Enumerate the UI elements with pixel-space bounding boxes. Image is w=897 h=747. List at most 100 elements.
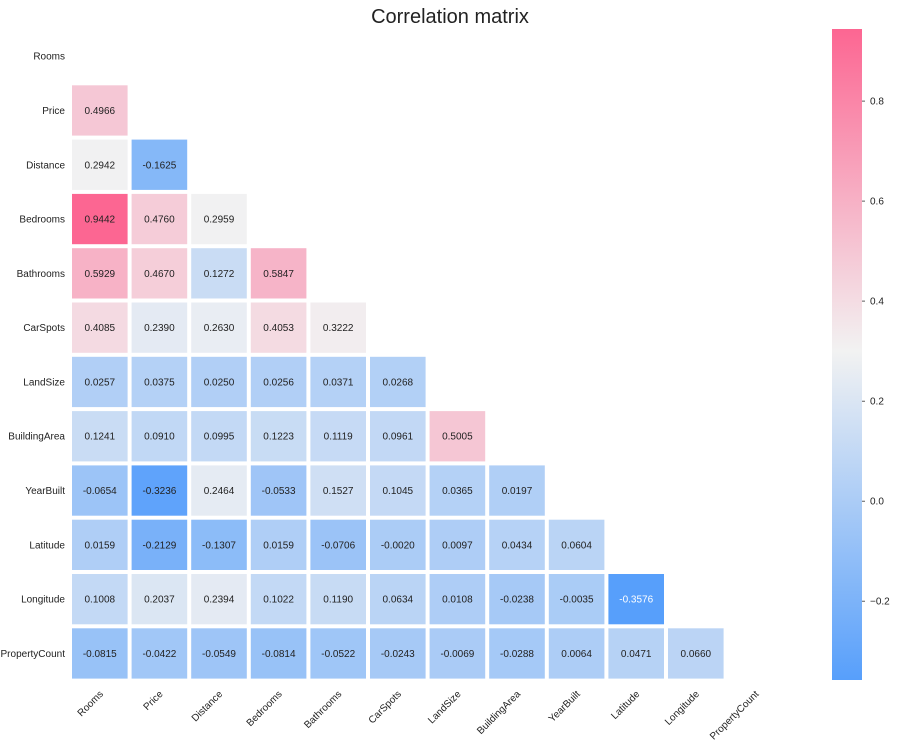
heatmap-cell-label: 0.0257 <box>85 377 116 388</box>
y-tick-label: Distance <box>26 160 65 171</box>
heatmap-cell <box>131 465 188 516</box>
x-tick-label: CarSpots <box>367 689 404 726</box>
x-tick-label: PropertyCount <box>708 689 762 743</box>
heatmap-cell <box>250 302 307 353</box>
heatmap-cell <box>191 519 247 570</box>
heatmap-cell <box>191 628 247 679</box>
heatmap-cell-label: 0.1008 <box>85 595 116 606</box>
heatmap-cell-label: -0.1625 <box>142 160 176 171</box>
heatmap-cell <box>429 465 486 516</box>
x-tick-label: Latitude <box>609 689 642 722</box>
heatmap-cell-label: 0.1223 <box>263 432 294 443</box>
heatmap-cell <box>131 248 188 299</box>
heatmap-cell-label: -0.2129 <box>142 540 176 551</box>
heatmap-cell-label: -0.0706 <box>321 540 355 551</box>
heatmap-cell <box>72 574 128 625</box>
heatmap-cell <box>310 411 366 462</box>
colorbar-tick-label: 0.0 <box>870 497 884 508</box>
colorbar: 0.8 0.6 0.4 0.2 0.0 −0.2 <box>832 29 890 680</box>
heatmap-cell <box>548 628 605 679</box>
heatmap-cell-label: 0.0995 <box>204 432 235 443</box>
colorbar-tick-label: 0.6 <box>870 197 884 208</box>
heatmap-cell-label: -0.1307 <box>202 540 236 551</box>
heatmap-cell <box>72 139 128 190</box>
heatmap-cell <box>191 411 247 462</box>
heatmap-cell <box>429 628 486 679</box>
heatmap-cell-label: -0.3576 <box>619 595 653 606</box>
heatmap-cell <box>310 356 366 408</box>
heatmap-cell <box>72 248 128 299</box>
heatmap-cell <box>191 193 247 245</box>
heatmap-cell-label: 0.0375 <box>144 377 175 388</box>
heatmap-cell <box>548 519 605 570</box>
heatmap-cell-label: -0.0815 <box>83 649 117 660</box>
heatmap-cell <box>250 465 307 516</box>
x-tick-label: YearBuilt <box>547 689 583 725</box>
heatmap-cell <box>370 411 426 462</box>
heatmap-cell <box>310 574 366 625</box>
heatmap-cell-label: 0.1022 <box>263 595 294 606</box>
heatmap-cell <box>72 411 128 462</box>
heatmap-cell <box>429 411 486 462</box>
heatmap-cell <box>250 519 307 570</box>
colorbar-gradient <box>832 29 862 680</box>
heatmap-cell-label: 0.5005 <box>442 432 473 443</box>
heatmap-cell <box>131 411 188 462</box>
heatmap-cell <box>131 302 188 353</box>
heatmap-cell-label: 0.1190 <box>323 595 353 606</box>
heatmap-cell-label: -0.0814 <box>262 649 296 660</box>
x-tick-label: Price <box>142 689 166 713</box>
heatmap-cell <box>370 356 426 408</box>
heatmap-cell <box>489 519 545 570</box>
heatmap-cell <box>310 465 366 516</box>
x-tick-label: Rooms <box>76 689 106 719</box>
y-tick-label: Longitude <box>21 595 65 606</box>
x-tick-label: Bathrooms <box>302 689 344 731</box>
heatmap-cell-label: -0.0522 <box>321 649 355 660</box>
x-tick-labels: Rooms Price Distance Bedrooms Bathrooms CarSp… <box>76 689 762 743</box>
heatmap-cell-label: 0.2037 <box>144 595 175 606</box>
heatmap-cell <box>250 574 307 625</box>
heatmap-cell <box>310 519 366 570</box>
y-tick-label: Rooms <box>33 52 65 63</box>
heatmap-cell <box>489 465 545 516</box>
heatmap-cell-label: 0.0197 <box>502 486 533 497</box>
heatmap-cell-label: -0.0654 <box>83 486 117 497</box>
heatmap-cell <box>191 574 247 625</box>
y-tick-label: Bedrooms <box>19 215 65 226</box>
heatmap-cell <box>370 628 426 679</box>
heatmap-cell-label: 0.0108 <box>442 595 473 606</box>
heatmap-cell-label: 0.0064 <box>561 649 592 660</box>
colorbar-tick-label: 0.4 <box>870 297 884 308</box>
heatmap-cell <box>131 139 188 190</box>
heatmap-cell-label: 0.0159 <box>263 540 294 551</box>
heatmap-cell-label: 0.4966 <box>85 106 116 117</box>
heatmap-cell-label: -0.0288 <box>500 649 534 660</box>
heatmap-cell-label: 0.4053 <box>263 323 294 334</box>
heatmap-cell <box>370 465 426 516</box>
heatmap-cell <box>310 302 366 353</box>
heatmap-cell-label: -0.3236 <box>142 486 176 497</box>
heatmap-cell <box>131 356 188 408</box>
colorbar-tick-label: −0.2 <box>870 597 890 608</box>
heatmap-cell <box>608 574 664 625</box>
heatmap-cell-label: -0.0238 <box>500 595 534 606</box>
heatmap-cell-label: 0.1272 <box>204 269 235 280</box>
heatmap-cell-label: 0.2959 <box>204 215 235 226</box>
heatmap-cell-label: 0.0250 <box>204 377 235 388</box>
heatmap-cell-label: 0.0961 <box>383 432 414 443</box>
heatmap-cell-label: -0.0069 <box>440 649 474 660</box>
heatmap-cell <box>608 628 664 679</box>
heatmap-cell <box>429 519 486 570</box>
heatmap-cell-label: -0.0422 <box>142 649 176 660</box>
heatmap-cell-label: -0.0243 <box>381 649 415 660</box>
heatmap-cell-label: 0.3222 <box>323 323 354 334</box>
heatmap-cell <box>429 574 486 625</box>
x-tick-label: Distance <box>190 689 226 725</box>
heatmap-cell-label: 0.2630 <box>204 323 235 334</box>
y-tick-label: Price <box>42 106 65 117</box>
heatmap-cell-label: 0.1527 <box>323 486 354 497</box>
chart-title: Correlation matrix <box>371 6 529 28</box>
colorbar-tick-label: 0.8 <box>870 97 884 108</box>
